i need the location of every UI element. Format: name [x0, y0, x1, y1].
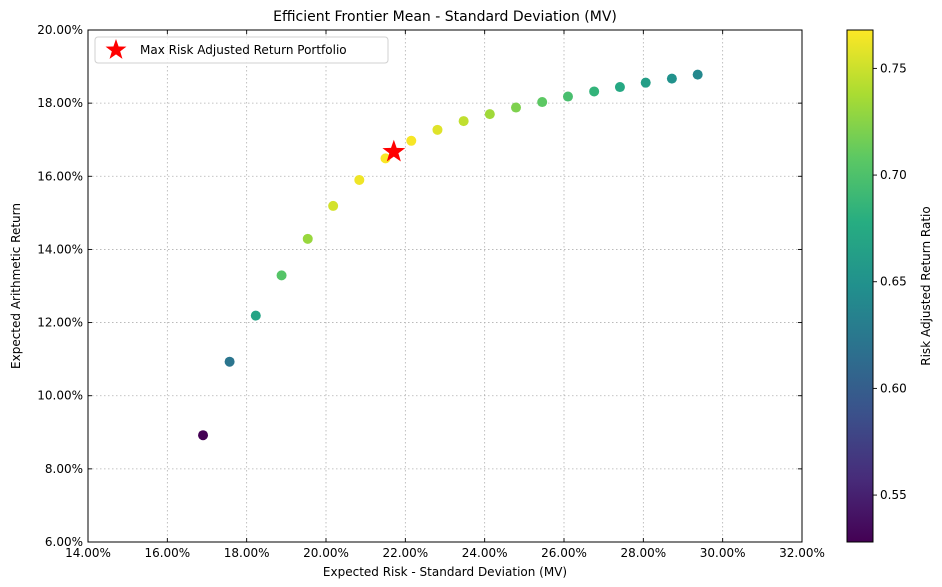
data-point	[562, 91, 573, 102]
data-point	[692, 69, 703, 80]
data-point	[328, 200, 339, 211]
legend-star-icon	[105, 39, 127, 59]
data-point	[224, 356, 235, 367]
data-point	[302, 233, 313, 244]
colorbar-tick-label: 0.70	[880, 168, 907, 182]
x-tick-label: 14.00%	[65, 546, 111, 560]
data-point	[276, 270, 287, 281]
x-tick-label: 20.00%	[303, 546, 349, 560]
scatter-points	[198, 69, 703, 441]
x-tick-label: 22.00%	[382, 546, 428, 560]
data-point	[511, 102, 522, 113]
legend: Max Risk Adjusted Return Portfolio	[94, 36, 389, 64]
data-point	[666, 73, 677, 84]
colorbar-tick-label: 0.55	[880, 488, 907, 502]
legend-box	[94, 36, 389, 64]
colorbar-gradient	[847, 30, 873, 542]
data-point	[406, 135, 417, 146]
x-tick-label: 30.00%	[700, 546, 746, 560]
data-point	[537, 97, 548, 108]
x-tick-label: 24.00%	[462, 546, 508, 560]
data-point	[250, 310, 261, 321]
colorbar-tick-label: 0.75	[880, 61, 907, 75]
grid	[88, 30, 802, 542]
data-point	[432, 124, 443, 135]
y-tick-label: 6.00%	[45, 535, 83, 549]
data-point	[354, 174, 365, 185]
x-tick-label: 18.00%	[224, 546, 270, 560]
data-point	[589, 86, 600, 97]
colorbar	[846, 29, 874, 543]
plot-frame	[87, 29, 803, 543]
x-tick-label: 26.00%	[541, 546, 587, 560]
max-risk-adjusted-star-marker	[382, 139, 406, 162]
data-point	[484, 109, 495, 120]
data-point	[614, 82, 625, 93]
legend-label: Max Risk Adjusted Return Portfolio	[140, 43, 347, 57]
y-axis-label: Expected Arithmetic Return	[9, 203, 23, 369]
y-tick-label: 20.00%	[37, 23, 83, 37]
x-tick-label: 28.00%	[620, 546, 666, 560]
colorbar-ticks: 0.55 0.60 0.65 0.70 0.75	[873, 61, 907, 502]
colorbar-label: Risk Adjusted Return Ratio	[919, 206, 933, 365]
y-tick-label: 10.00%	[37, 389, 83, 403]
data-point	[380, 153, 391, 164]
y-axis: 6.00% 8.00% 10.00% 12.00% 14.00% 16.00% 18.00%…	[37, 23, 802, 549]
y-tick-label: 14.00%	[37, 242, 83, 256]
x-tick-label: 32.00%	[779, 546, 825, 560]
colorbar-frame	[846, 29, 874, 543]
y-tick-label: 18.00%	[37, 96, 83, 110]
x-tick-label: 16.00%	[144, 546, 190, 560]
x-axis-label: Expected Risk - Standard Deviation (MV)	[323, 565, 567, 579]
y-tick-label: 16.00%	[37, 169, 83, 183]
colorbar-tick-label: 0.60	[880, 381, 907, 395]
data-point	[640, 77, 651, 88]
colorbar-tick-label: 0.65	[880, 275, 907, 289]
y-tick-label: 12.00%	[37, 316, 83, 330]
highlight-layer	[382, 139, 406, 162]
y-tick-label: 8.00%	[45, 462, 83, 476]
data-point	[198, 430, 209, 441]
chart-title: Efficient Frontier Mean - Standard Devia…	[273, 9, 617, 25]
x-axis: 14.00% 16.00% 18.00% 20.00% 22.00% 24.00% 26.0…	[65, 30, 825, 560]
data-point	[458, 116, 469, 127]
